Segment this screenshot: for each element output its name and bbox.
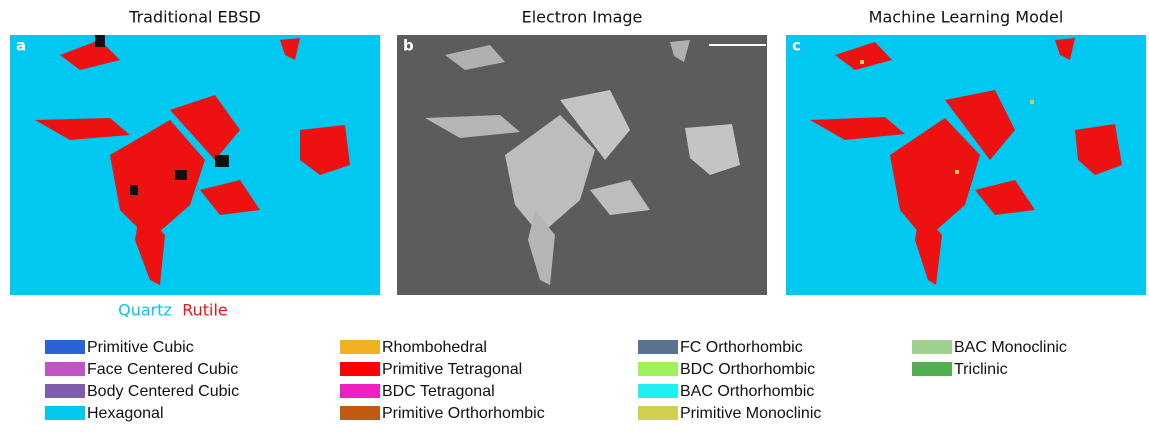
legend-label: BAC Monoclinic	[954, 339, 1067, 356]
legend-swatch	[638, 384, 678, 398]
legend-label: FC Orthorhombic	[680, 339, 803, 356]
legend-label: Primitive Monoclinic	[680, 405, 821, 422]
legend-label: Primitive Orthorhombic	[382, 405, 545, 422]
legend-swatch	[45, 384, 85, 398]
panel-letter: b	[403, 37, 414, 55]
legend-swatch	[912, 362, 952, 376]
legend-label: BDC Tetragonal	[382, 383, 495, 400]
legend-label: Rhombohedral	[382, 339, 487, 356]
legend-swatch	[638, 406, 678, 420]
panel-b-image	[397, 35, 767, 295]
panel-letter: a	[16, 37, 26, 55]
legend-label: Face Centered Cubic	[87, 361, 238, 378]
phase-label: Quartz	[118, 301, 172, 320]
legend-swatch	[912, 340, 952, 354]
panel-title: Machine Learning Model	[869, 8, 1064, 27]
legend-label: BAC Orthorhombic	[680, 383, 814, 400]
panel-a-image	[10, 35, 380, 295]
legend-label: Hexagonal	[87, 405, 164, 422]
phase-label: Rutile	[182, 301, 228, 320]
legend-swatch	[45, 362, 85, 376]
legend-swatch	[638, 362, 678, 376]
panel-title: Traditional EBSD	[128, 8, 261, 27]
legend-swatch	[340, 406, 380, 420]
legend-swatch	[340, 340, 380, 354]
legend-swatch	[45, 340, 85, 354]
legend-swatch	[45, 406, 85, 420]
panel-title: Electron Image	[522, 8, 643, 27]
legend-label: Triclinic	[954, 361, 1008, 378]
legend-label: Primitive Cubic	[87, 339, 194, 356]
legend-label: Primitive Tetragonal	[382, 361, 522, 378]
legend-swatch	[638, 340, 678, 354]
panel-letter: c	[792, 37, 801, 55]
panel-c-image	[786, 35, 1146, 295]
legend-label: Body Centered Cubic	[87, 383, 239, 400]
legend-label: BDC Orthorhombic	[680, 361, 815, 378]
legend-swatch	[340, 384, 380, 398]
legend-swatch	[340, 362, 380, 376]
